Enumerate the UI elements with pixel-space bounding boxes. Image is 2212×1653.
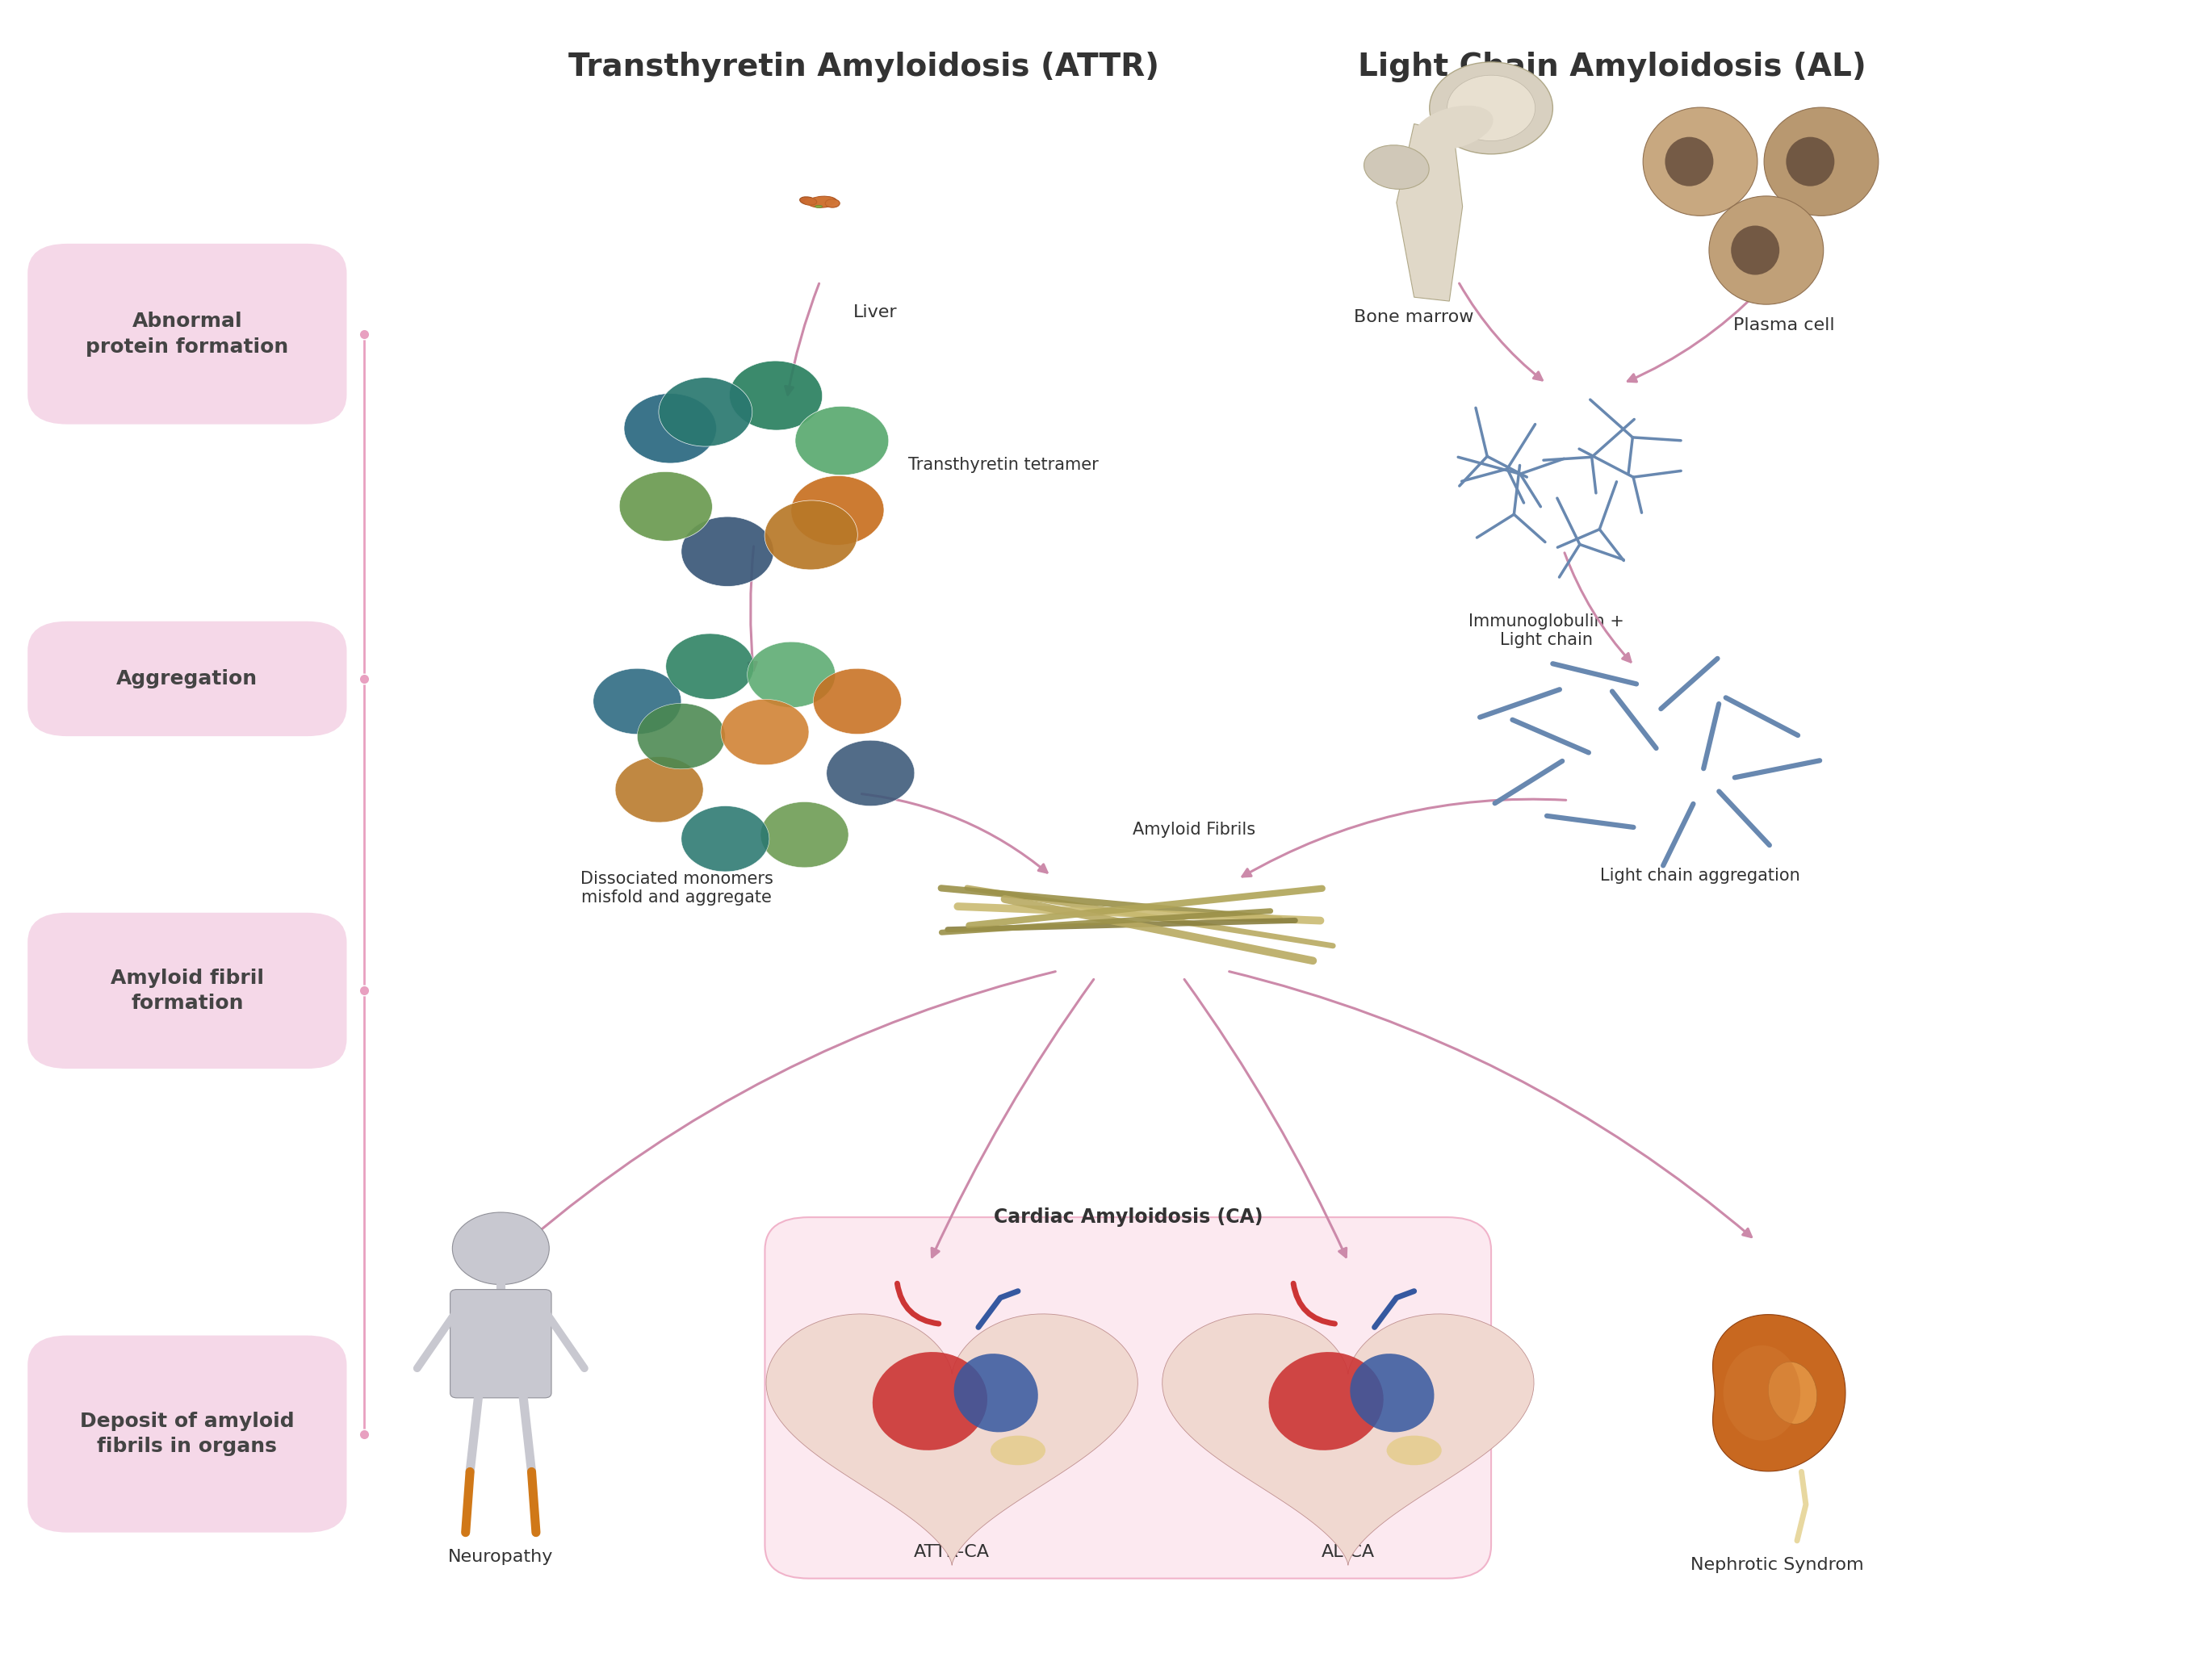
Ellipse shape	[619, 471, 712, 541]
Ellipse shape	[825, 198, 841, 208]
Ellipse shape	[730, 360, 823, 430]
FancyBboxPatch shape	[27, 622, 347, 736]
Circle shape	[1447, 76, 1535, 141]
Ellipse shape	[659, 377, 752, 446]
Ellipse shape	[681, 517, 774, 587]
Text: Light chain aggregation: Light chain aggregation	[1599, 868, 1801, 884]
Ellipse shape	[794, 407, 889, 474]
Ellipse shape	[615, 757, 703, 823]
Text: Plasma cell: Plasma cell	[1734, 317, 1834, 334]
Ellipse shape	[1644, 107, 1756, 217]
Ellipse shape	[1767, 1362, 1816, 1423]
Text: Light Chain Amyloidosis (AL): Light Chain Amyloidosis (AL)	[1358, 51, 1867, 83]
Circle shape	[453, 1212, 549, 1284]
Text: ATTR-CA: ATTR-CA	[914, 1544, 991, 1560]
Text: Aggregation: Aggregation	[117, 669, 259, 688]
Text: Deposit of amyloid
fibrils in organs: Deposit of amyloid fibrils in organs	[80, 1412, 294, 1456]
FancyBboxPatch shape	[27, 1336, 347, 1532]
Text: Cardiac Amyloidosis (CA): Cardiac Amyloidosis (CA)	[993, 1208, 1263, 1227]
Ellipse shape	[1710, 197, 1823, 304]
Ellipse shape	[814, 668, 900, 734]
Text: Liver: Liver	[854, 304, 898, 321]
FancyBboxPatch shape	[451, 1289, 551, 1398]
Ellipse shape	[1270, 1352, 1382, 1450]
Text: Amyloid Fibrils: Amyloid Fibrils	[1133, 822, 1256, 838]
Ellipse shape	[666, 633, 754, 699]
Ellipse shape	[1666, 137, 1714, 187]
Circle shape	[1429, 63, 1553, 154]
Ellipse shape	[792, 476, 885, 545]
Ellipse shape	[748, 641, 836, 707]
Text: AL-CA: AL-CA	[1321, 1544, 1376, 1560]
Ellipse shape	[814, 205, 823, 208]
Ellipse shape	[953, 1354, 1037, 1431]
Polygon shape	[765, 1314, 1137, 1565]
Ellipse shape	[1732, 225, 1778, 274]
Text: Dissociated monomers
misfold and aggregate: Dissociated monomers misfold and aggrega…	[580, 871, 774, 906]
Ellipse shape	[765, 501, 858, 570]
Ellipse shape	[637, 704, 726, 769]
Ellipse shape	[827, 741, 914, 807]
Text: Transthyretin Amyloidosis (ATTR): Transthyretin Amyloidosis (ATTR)	[568, 51, 1159, 83]
Ellipse shape	[721, 699, 810, 765]
Ellipse shape	[681, 807, 770, 871]
Polygon shape	[1396, 124, 1462, 301]
Polygon shape	[1712, 1314, 1845, 1471]
Ellipse shape	[805, 197, 836, 207]
FancyBboxPatch shape	[27, 912, 347, 1068]
Ellipse shape	[801, 197, 816, 205]
Ellipse shape	[1365, 145, 1429, 188]
Ellipse shape	[1785, 137, 1834, 187]
Ellipse shape	[1349, 1354, 1433, 1431]
Ellipse shape	[872, 1352, 987, 1450]
Ellipse shape	[1723, 1346, 1801, 1440]
Ellipse shape	[1387, 1435, 1442, 1465]
FancyBboxPatch shape	[27, 243, 347, 425]
Text: Neuropathy: Neuropathy	[449, 1549, 553, 1565]
Ellipse shape	[593, 668, 681, 734]
Ellipse shape	[1763, 107, 1878, 217]
Text: Abnormal
protein formation: Abnormal protein formation	[86, 311, 288, 357]
Ellipse shape	[761, 802, 849, 868]
Ellipse shape	[807, 197, 836, 208]
Text: Transthyretin tetramer: Transthyretin tetramer	[907, 458, 1097, 473]
Text: Nephrotic Syndrom: Nephrotic Syndrom	[1690, 1557, 1865, 1574]
Text: Bone marrow: Bone marrow	[1354, 309, 1473, 326]
Ellipse shape	[1413, 106, 1493, 150]
Polygon shape	[1161, 1314, 1533, 1565]
Text: Immunoglobulin +
Light chain: Immunoglobulin + Light chain	[1469, 613, 1624, 648]
Text: Amyloid fibril
formation: Amyloid fibril formation	[111, 969, 263, 1013]
FancyBboxPatch shape	[765, 1217, 1491, 1579]
Ellipse shape	[624, 393, 717, 463]
Ellipse shape	[991, 1435, 1046, 1465]
